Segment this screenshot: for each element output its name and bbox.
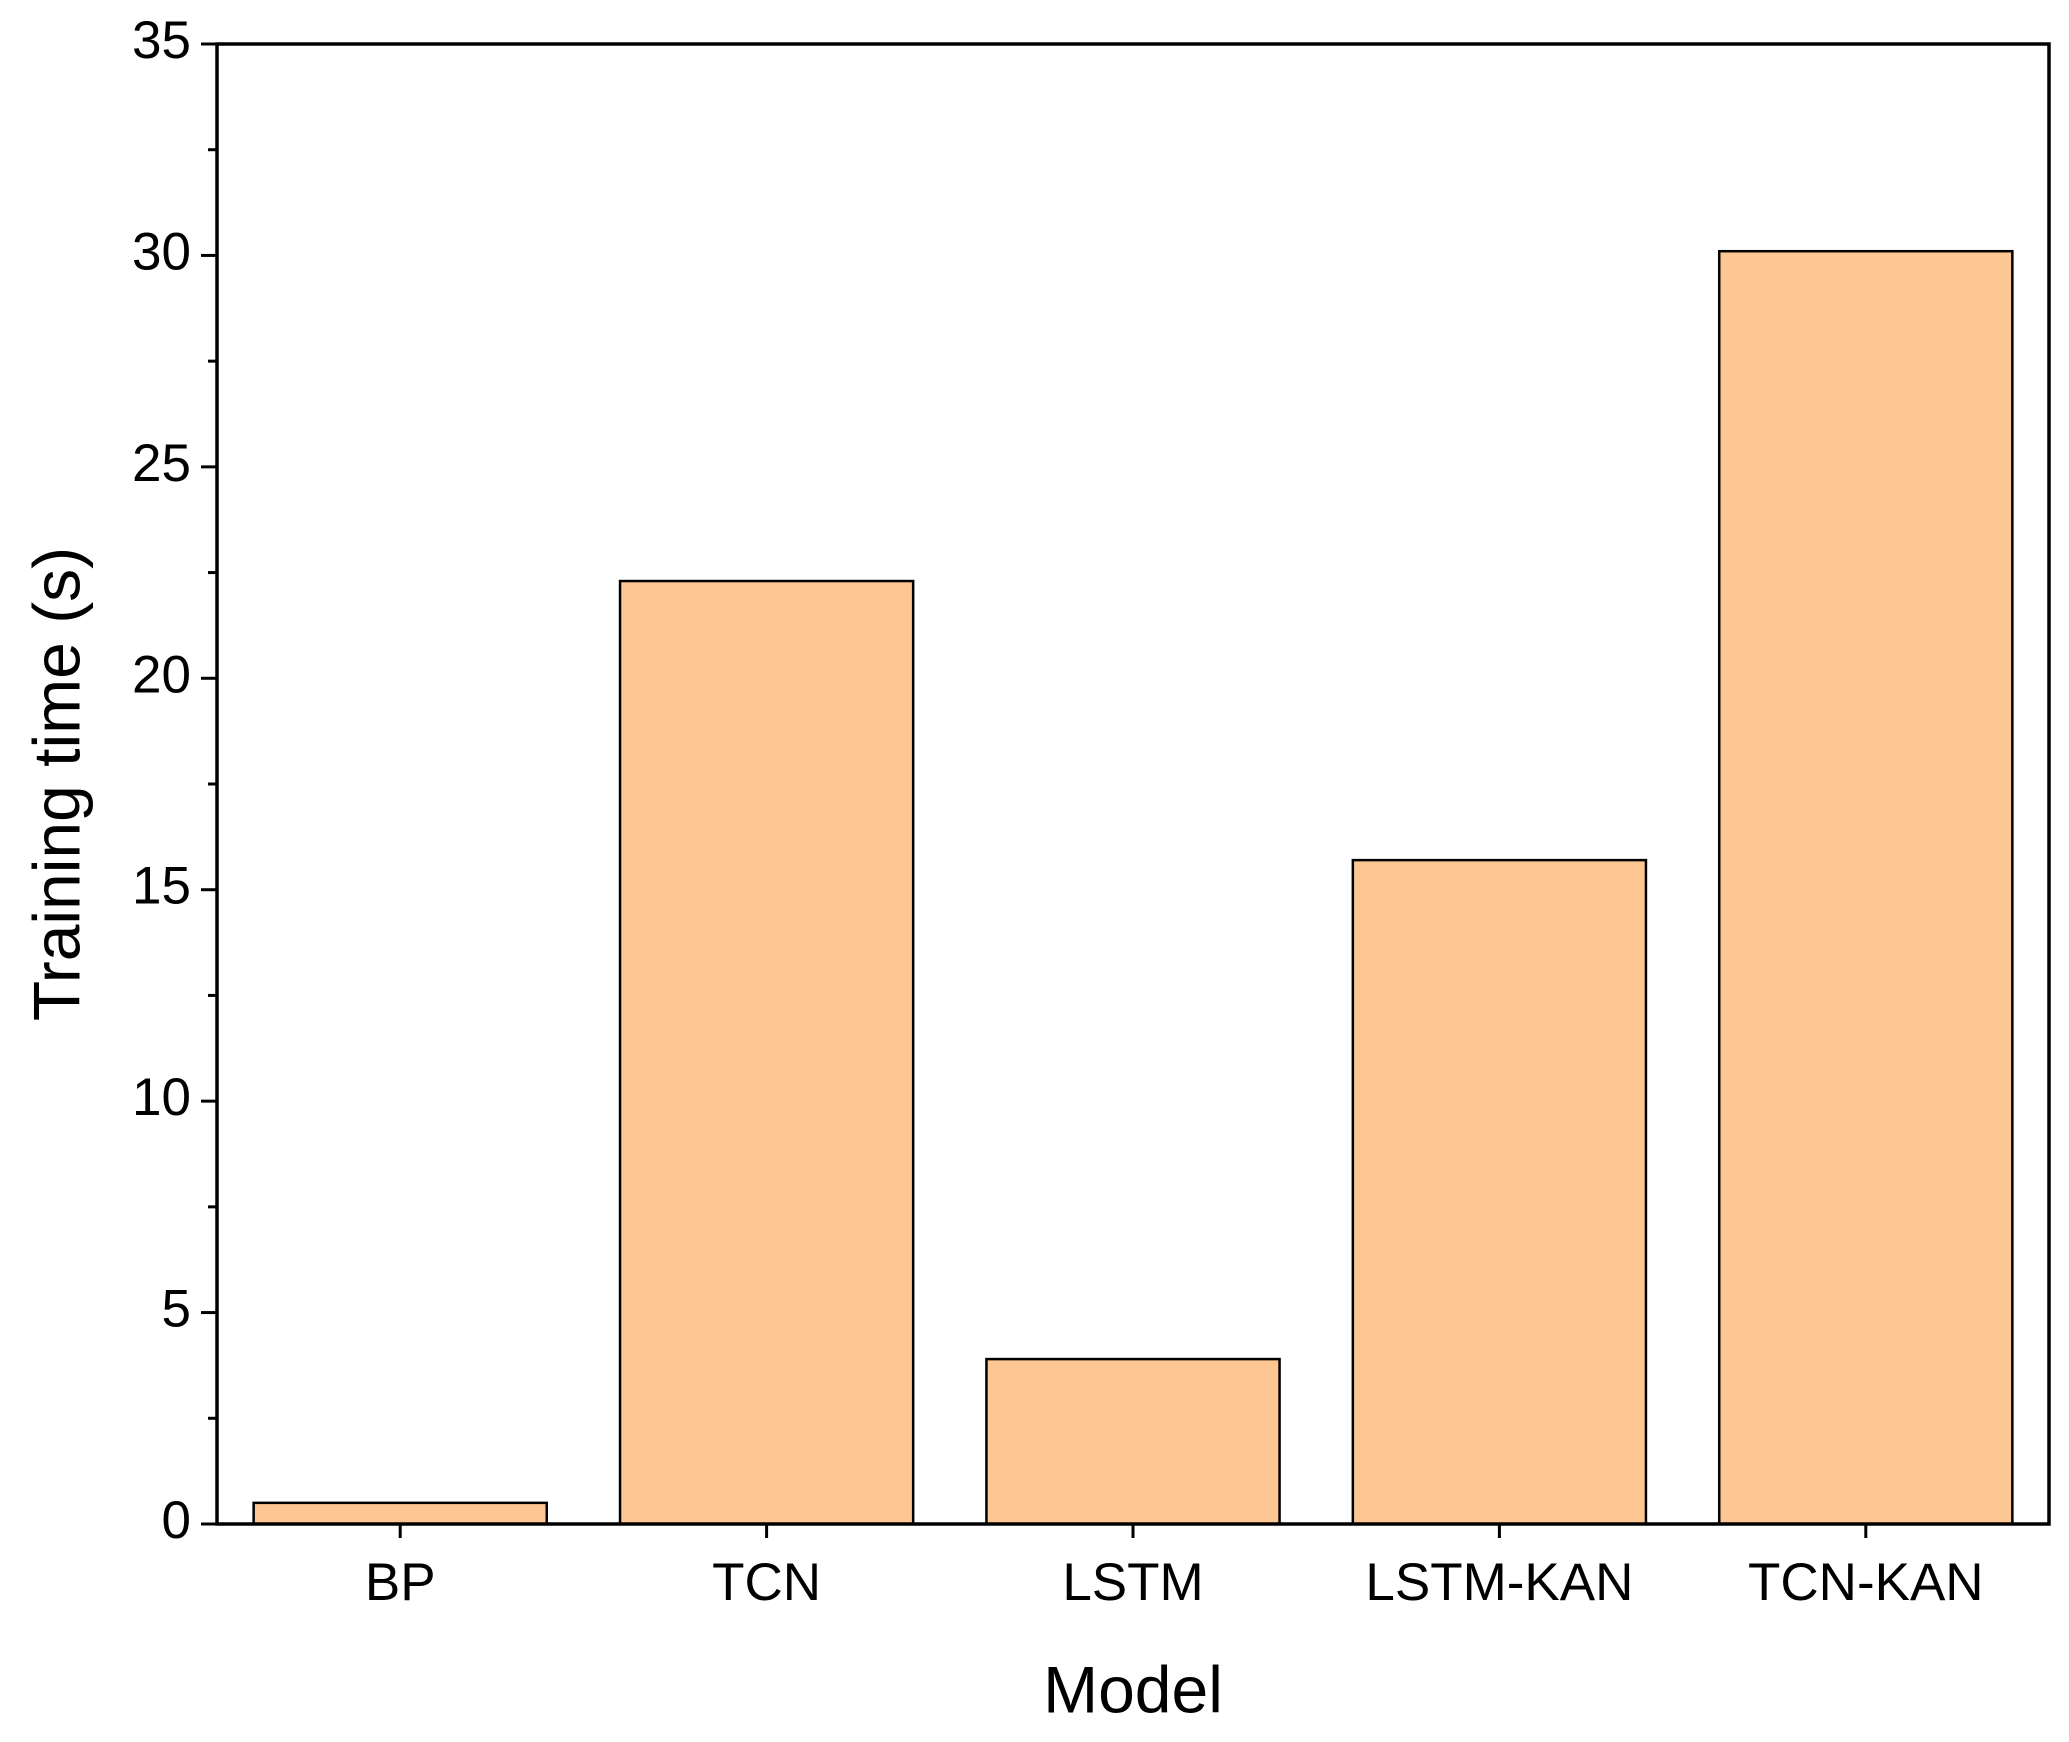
plot-frame bbox=[215, 42, 2051, 1526]
y-tick-label: 5 bbox=[162, 1280, 191, 1339]
x-tick-label: LSTM-KAN bbox=[1365, 1553, 1633, 1612]
x-tick-label: BP bbox=[365, 1553, 436, 1612]
y-tick-label: 0 bbox=[162, 1491, 191, 1550]
x-axis-title: Model bbox=[1043, 1652, 1223, 1726]
bar bbox=[1717, 249, 2014, 1526]
y-tick-label: 15 bbox=[132, 857, 191, 916]
y-tick-label: 20 bbox=[132, 645, 191, 704]
bar bbox=[618, 579, 915, 1526]
bar bbox=[985, 1357, 1281, 1526]
x-tick-label: TCN bbox=[712, 1553, 821, 1612]
y-tick-label: 10 bbox=[132, 1068, 191, 1127]
bar bbox=[1351, 858, 1648, 1526]
y-tick-label: 30 bbox=[132, 222, 191, 281]
x-tick-label: LSTM bbox=[1062, 1553, 1203, 1612]
y-axis-title: Training time (s) bbox=[19, 547, 93, 1021]
y-tick-label: 25 bbox=[132, 434, 191, 493]
y-tick-label: 35 bbox=[132, 11, 191, 70]
x-tick-label: TCN-KAN bbox=[1748, 1553, 1984, 1612]
bar bbox=[252, 1501, 549, 1526]
